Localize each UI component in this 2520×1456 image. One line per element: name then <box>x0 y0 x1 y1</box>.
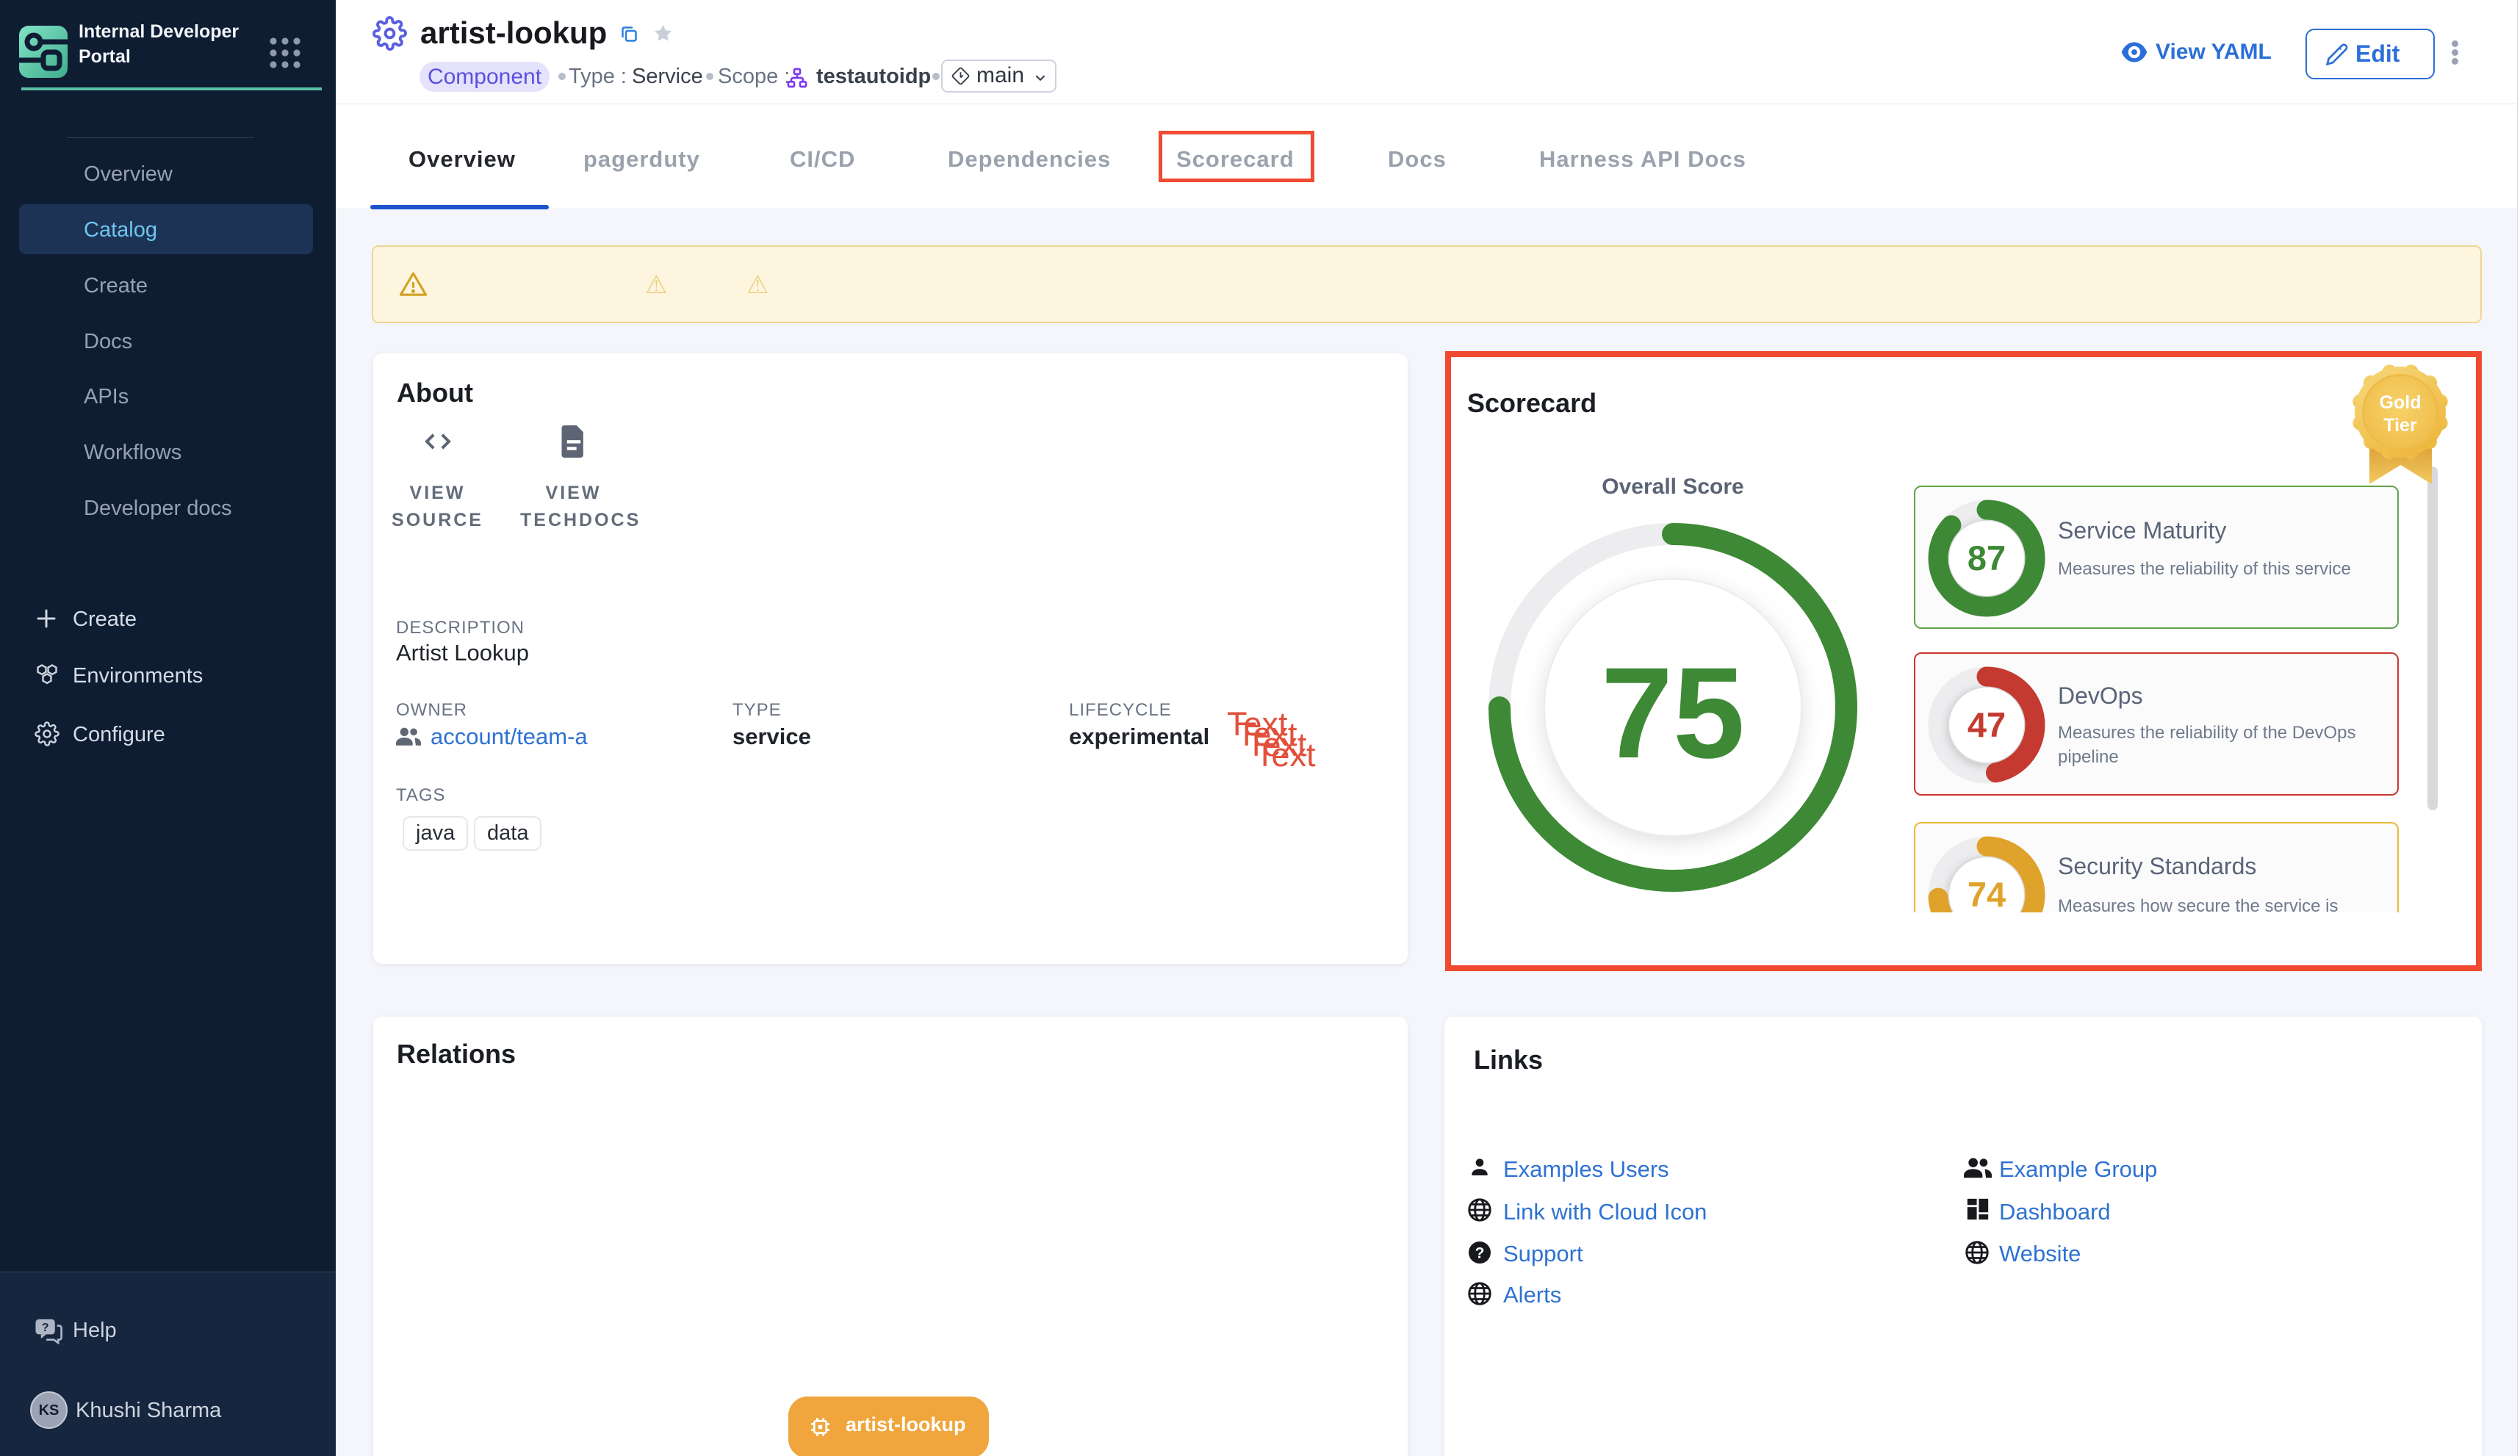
svg-text:?: ? <box>1475 1245 1485 1262</box>
svg-text:Tier: Tier <box>2383 415 2417 436</box>
svg-text:?: ? <box>42 1321 49 1334</box>
svg-text:Gold: Gold <box>2380 392 2422 413</box>
